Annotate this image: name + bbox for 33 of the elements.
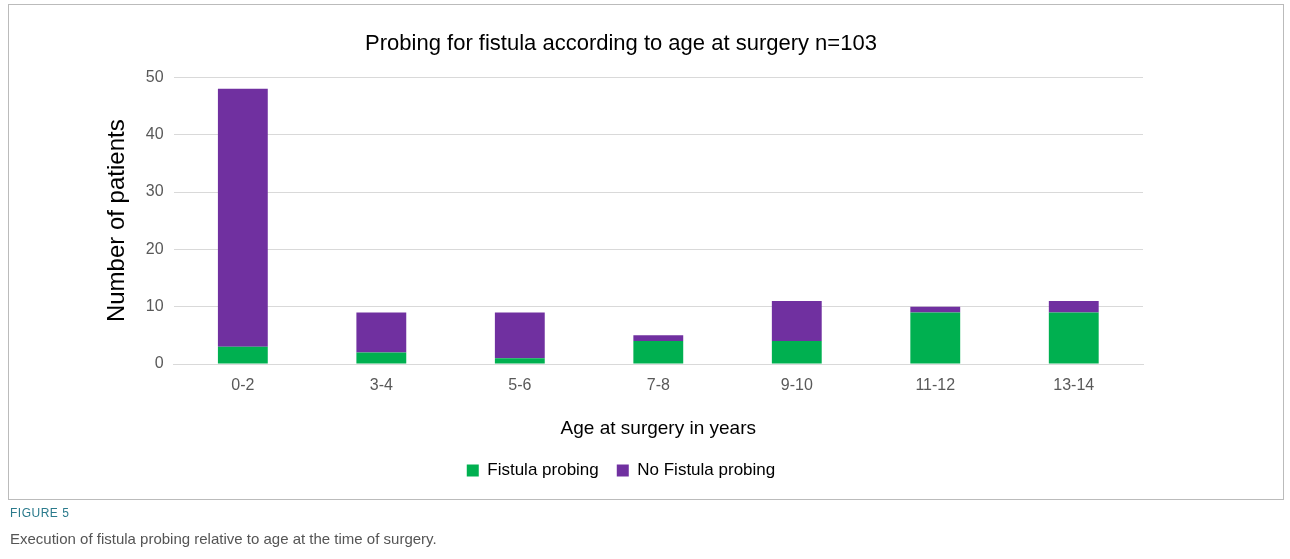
- bar: [771, 300, 822, 342]
- bar: [356, 352, 407, 364]
- x-tick-label: 0-2: [231, 376, 255, 394]
- legend-label: No Fistula probing: [637, 460, 776, 480]
- y-tick-label: 30: [145, 182, 164, 200]
- y-axis-title: Number of patients: [102, 119, 130, 323]
- bar: [217, 88, 268, 347]
- y-tick-label: 0: [154, 354, 164, 372]
- x-tick-label: 9-10: [780, 376, 813, 394]
- legend-label: Fistula probing: [487, 460, 599, 480]
- bar: [494, 312, 545, 359]
- bar: [633, 341, 684, 364]
- bar: [1048, 300, 1099, 313]
- y-tick-label: 50: [145, 67, 164, 85]
- bar: [910, 312, 961, 364]
- caption: FIGURE 5: [10, 506, 70, 520]
- bar: [771, 341, 822, 364]
- bar: [1048, 312, 1099, 364]
- x-tick-label: 7-8: [646, 376, 670, 394]
- y-tick-label: 20: [145, 239, 164, 257]
- chart-title: Probing for fistula according to age at surgery n=103: [365, 30, 877, 56]
- x-axis-title: Age at surgery in years: [560, 416, 756, 438]
- bar: [633, 335, 684, 342]
- x-tick-label: 13-14: [1053, 376, 1095, 394]
- bar: [494, 358, 545, 364]
- text: Execution of fistula probing relative to age at the time of surgery.: [10, 530, 437, 547]
- x-tick-label: 11-12: [915, 376, 956, 394]
- bar: [217, 346, 268, 364]
- x-tick-label: 5-6: [508, 376, 532, 394]
- y-tick-label: 10: [145, 297, 164, 315]
- bar: [356, 312, 407, 353]
- y-tick-label: 40: [145, 125, 164, 143]
- x-tick-label: 3-4: [369, 376, 393, 394]
